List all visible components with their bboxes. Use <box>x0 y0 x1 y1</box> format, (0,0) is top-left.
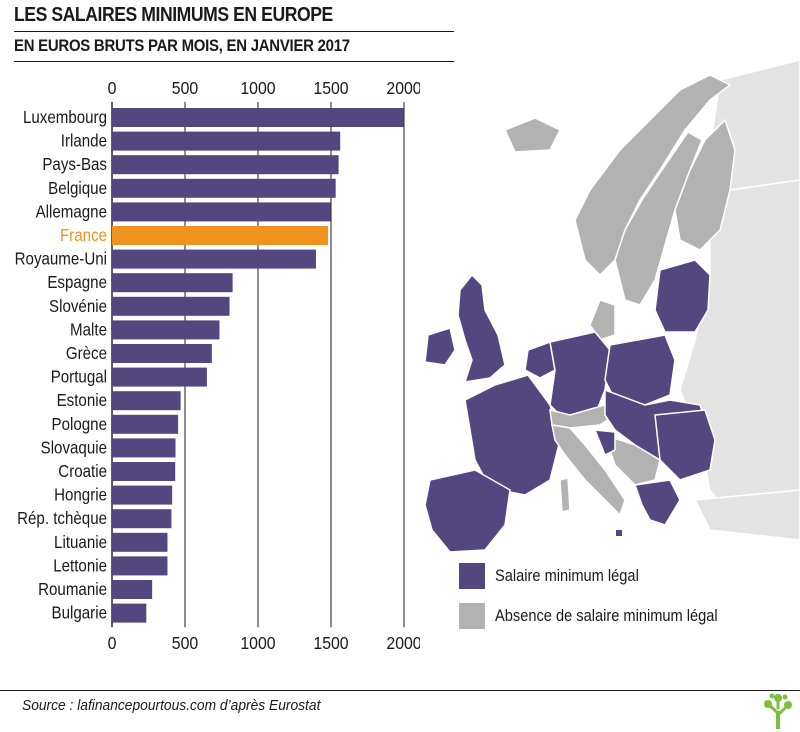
map-romania-bulgaria <box>654 409 716 481</box>
bottom-tick-label-1000: 1000 <box>240 633 275 653</box>
map-balkans-west <box>603 433 661 486</box>
legend-swatch-min-wage <box>459 563 485 589</box>
map-france <box>464 374 561 496</box>
bottom-tick-label-1500: 1500 <box>313 633 348 653</box>
legend-swatch-no-min-wage <box>459 603 485 629</box>
category-label-croatie: Croatie <box>58 461 107 482</box>
bar-malte <box>112 320 220 340</box>
bar-slovaquie <box>112 438 176 458</box>
category-label-portugal: Portugal <box>51 366 107 387</box>
map-baltics <box>654 259 711 333</box>
bar-estonie <box>112 391 181 411</box>
top-tick-label-1500: 1500 <box>313 78 348 98</box>
category-label-lituanie: Lituanie <box>54 532 107 553</box>
bar-luxembourg <box>112 108 404 127</box>
footer-rule <box>0 690 800 691</box>
category-label-malte: Malte <box>70 319 107 340</box>
top-tick-label-2000: 2000 <box>386 78 420 98</box>
bottom-tick-label-500: 500 <box>172 633 198 653</box>
legend-label-min-wage: Salaire minimum légal <box>495 566 639 585</box>
bar-gr-ce <box>112 344 212 363</box>
map-spain-portugal <box>424 469 511 553</box>
europe-map <box>410 59 800 575</box>
bar-royaume-uni <box>112 249 316 269</box>
category-label-slovaquie: Slovaquie <box>41 437 107 458</box>
bar-slov-nie <box>112 296 230 316</box>
category-label-roumanie: Roumanie <box>38 579 107 600</box>
category-label-estonie: Estonie <box>57 390 107 411</box>
bar-pologne <box>112 414 179 434</box>
bar-allemagne <box>112 202 331 222</box>
bar-pays-bas <box>112 155 339 175</box>
bar-irlande <box>112 131 341 151</box>
chart-subtitle: EN EUROS BRUTS PAR MOIS, EN JANVIER 2017 <box>14 36 350 55</box>
tree-logo-icon <box>764 693 792 729</box>
category-label-slov-nie: Slovénie <box>49 296 107 317</box>
category-label-lettonie: Lettonie <box>53 555 107 576</box>
top-tick-label-1000: 1000 <box>240 78 275 98</box>
map-croatia <box>593 429 616 457</box>
bar-lituanie <box>112 532 168 552</box>
bar-portugal <box>112 367 207 387</box>
bar-r-p-tch-que <box>112 509 172 529</box>
bar-hongrie <box>112 485 173 505</box>
source-note: Source : lafinancepourtous.com d’après E… <box>22 697 321 714</box>
category-label-belgique: Belgique <box>48 178 107 199</box>
bar-lettonie <box>112 556 168 576</box>
map-italy <box>551 424 626 517</box>
category-label-hongrie: Hongrie <box>54 484 107 505</box>
category-label-luxembourg: Luxembourg <box>23 107 107 128</box>
legend-label-no-min-wage: Absence de salaire minimum légal <box>495 606 718 625</box>
category-label-espagne: Espagne <box>47 272 107 293</box>
category-label-france: France <box>60 225 107 246</box>
bottom-tick-label-2000: 2000 <box>386 633 420 653</box>
map-ireland <box>424 327 456 366</box>
bar-croatie <box>112 462 176 481</box>
bottom-tick-label-0: 0 <box>108 633 117 653</box>
bar-roumanie <box>112 580 153 599</box>
top-tick-label-0: 0 <box>108 78 117 98</box>
category-label-pologne: Pologne <box>52 414 107 435</box>
map-poland <box>604 334 676 406</box>
category-label-bulgarie: Bulgarie <box>52 602 107 623</box>
category-label-irlande: Irlande <box>61 130 107 151</box>
map-iceland <box>503 117 562 153</box>
category-label-allemagne: Allemagne <box>36 201 107 222</box>
map-uk <box>457 273 506 383</box>
top-tick-label-500: 500 <box>172 78 198 98</box>
title-rule <box>14 31 454 32</box>
subtitle-rule <box>14 61 454 62</box>
map-finland <box>674 118 736 251</box>
category-label-pays-bas: Pays-Bas <box>42 154 107 175</box>
chart-title: LES SALAIRES MINIMUMS EN EUROPE <box>14 4 333 26</box>
map-malta <box>616 530 622 536</box>
bar-espagne <box>112 273 233 293</box>
category-label-r-p-tch-que: Rép. tchèque <box>17 508 107 529</box>
bar-belgique <box>112 178 336 198</box>
map-turkey <box>693 489 800 541</box>
map-sardinia-corsica <box>559 477 571 513</box>
category-label-royaume-uni: Royaume-Uni <box>15 248 107 269</box>
bar-bulgarie <box>112 603 147 623</box>
map-greece <box>633 479 681 526</box>
bar-france <box>112 226 329 245</box>
map-benelux <box>524 340 556 379</box>
category-label-gr-ce: Grèce <box>66 343 107 364</box>
